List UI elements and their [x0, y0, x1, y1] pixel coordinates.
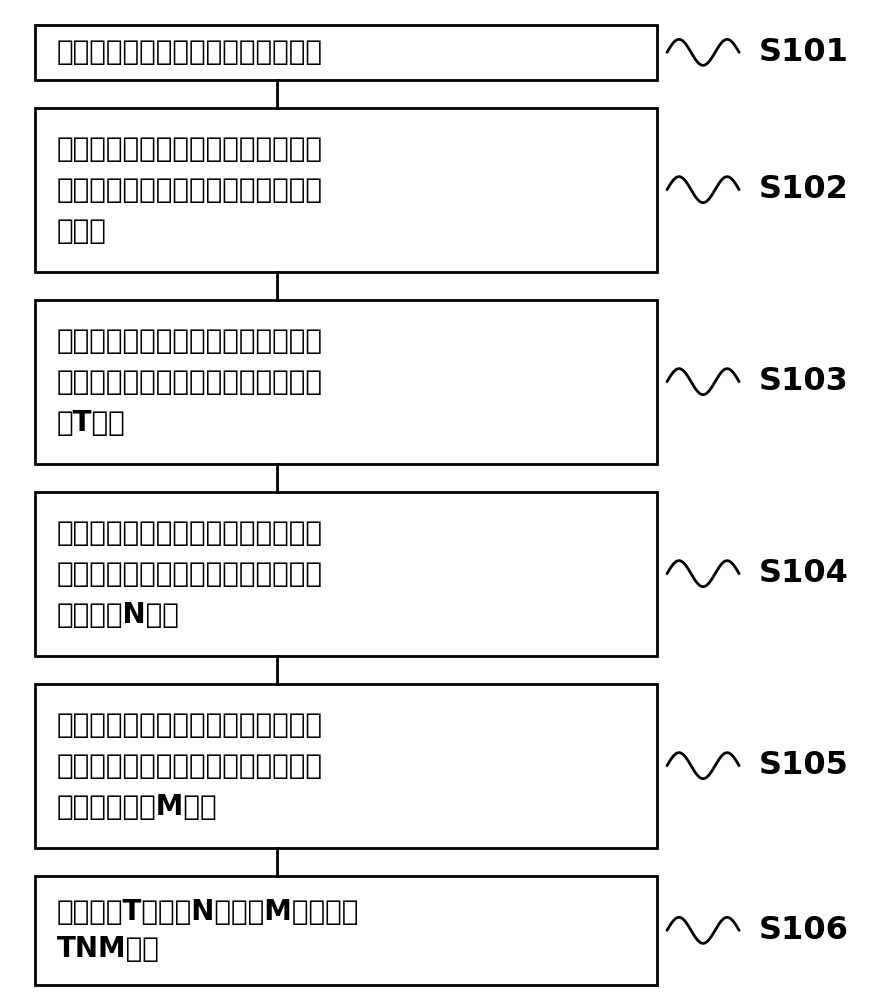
Text: 成T分期: 成T分期	[57, 409, 125, 437]
Text: 在第二医学影像中匹配所述第一目标: 在第二医学影像中匹配所述第一目标	[57, 135, 322, 163]
FancyBboxPatch shape	[35, 876, 656, 985]
Text: 识别所述第一医学影像中的第一目标: 识别所述第一医学影像中的第一目标	[57, 711, 322, 739]
Text: 结节，获取第二医学影像中的第二目: 结节，获取第二医学影像中的第二目	[57, 176, 322, 204]
Text: 结，并通过判断异常断淋巴结是否有: 结，并通过判断异常断淋巴结是否有	[57, 560, 322, 588]
Text: 识别第一医学影像中的第一目标结节: 识别第一医学影像中的第一目标结节	[57, 38, 322, 66]
Text: 根据所述T分期、N分期和M分期生成: 根据所述T分期、N分期和M分期生成	[57, 898, 359, 926]
Text: S104: S104	[759, 558, 849, 589]
Text: 少根据所述第二目标结节的长短径生: 少根据所述第二目标结节的长短径生	[57, 368, 322, 396]
Text: S103: S103	[759, 366, 848, 397]
Text: 远处转移生成M分期: 远处转移生成M分期	[57, 793, 217, 821]
FancyBboxPatch shape	[35, 300, 656, 464]
Text: S105: S105	[759, 750, 849, 781]
Text: 转移生成N分期: 转移生成N分期	[57, 601, 179, 629]
FancyBboxPatch shape	[35, 492, 656, 656]
Text: 识别所述第一医学影像中的异常淋巴: 识别所述第一医学影像中的异常淋巴	[57, 519, 322, 547]
FancyBboxPatch shape	[35, 25, 656, 80]
FancyBboxPatch shape	[35, 108, 656, 272]
Text: 获取所述第二目标结节的长短径，至: 获取所述第二目标结节的长短径，至	[57, 327, 322, 355]
FancyBboxPatch shape	[35, 684, 656, 848]
Text: TNM分期: TNM分期	[57, 935, 160, 963]
Text: 结节是否有远处转移，并根据是否有: 结节是否有远处转移，并根据是否有	[57, 752, 322, 780]
Text: S106: S106	[759, 915, 849, 946]
Text: S101: S101	[759, 37, 849, 68]
Text: 标结节: 标结节	[57, 217, 107, 245]
Text: S102: S102	[759, 174, 849, 205]
